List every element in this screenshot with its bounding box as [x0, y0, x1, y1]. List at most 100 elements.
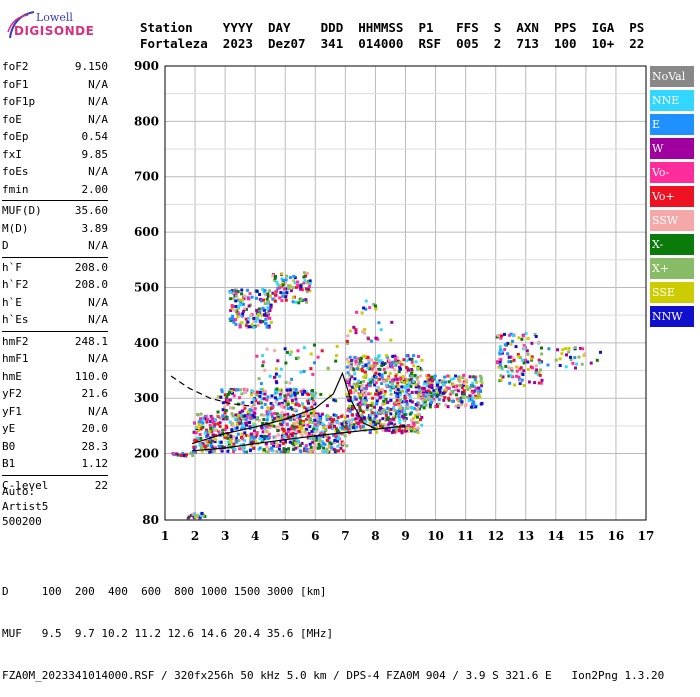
echo-point	[290, 377, 294, 381]
header-values: Fortaleza 2023 Dez07 341 014000 RSF 005 …	[140, 36, 652, 52]
echo-point	[442, 398, 446, 402]
echo-point	[291, 389, 294, 393]
echo-point	[273, 416, 277, 420]
param-value: N/A	[88, 404, 108, 418]
echo-point	[510, 366, 514, 370]
echo-point	[398, 408, 401, 412]
echo-point	[534, 335, 538, 338]
echo-point	[304, 427, 308, 431]
echo-point	[506, 341, 510, 345]
echo-point	[278, 296, 282, 300]
echo-point	[246, 320, 250, 324]
echo-point	[281, 441, 285, 445]
echo-point	[328, 417, 332, 421]
echo-point	[354, 328, 358, 332]
echo-point	[577, 355, 581, 359]
echo-point	[233, 308, 237, 312]
echo-point	[567, 350, 571, 354]
echo-point	[240, 288, 244, 292]
echo-point	[501, 375, 505, 379]
echo-point	[276, 359, 280, 363]
echo-point	[254, 319, 258, 323]
echo-point	[251, 424, 255, 428]
echo-point	[522, 344, 526, 348]
echo-point	[258, 437, 262, 441]
echo-point	[337, 449, 340, 453]
echo-point	[263, 392, 267, 396]
echo-point	[371, 396, 375, 400]
echo-point	[408, 399, 412, 403]
echo-point	[236, 289, 240, 293]
echo-point	[260, 308, 264, 312]
param-label: M(D)	[2, 221, 29, 235]
param-value: N/A	[88, 239, 108, 252]
echo-point	[281, 281, 285, 285]
echo-point	[305, 300, 309, 304]
param-row: hmF1 N/A	[2, 350, 108, 368]
echo-point	[285, 432, 289, 436]
echo-point	[237, 413, 241, 417]
echo-point	[252, 422, 256, 426]
echo-point	[406, 384, 410, 388]
echo-point	[375, 425, 379, 429]
echo-point	[235, 440, 238, 444]
param-label: hmF2	[2, 334, 29, 348]
param-label: foEs	[2, 165, 29, 178]
echo-point	[432, 377, 436, 381]
echo-point	[192, 515, 196, 519]
echo-point	[400, 431, 404, 435]
param-row: C-level 22	[2, 477, 108, 495]
param-value: N/A	[88, 95, 108, 108]
echo-point	[261, 421, 265, 425]
echo-point	[451, 399, 455, 403]
echo-point	[218, 445, 222, 449]
echo-point	[218, 416, 222, 420]
echo-point	[230, 389, 234, 393]
echo-point	[241, 437, 245, 441]
echo-point	[232, 450, 236, 454]
echo-point	[286, 407, 290, 411]
echo-point	[306, 287, 310, 291]
echo-point	[345, 357, 349, 361]
echo-point	[340, 414, 344, 418]
echo-point	[263, 389, 267, 393]
echo-point	[561, 348, 565, 352]
echo-point	[444, 403, 448, 407]
echo-point	[368, 378, 372, 382]
ionogram-chart: 1 2 3 4 5 6 7 8 9 10 11 12 13 14 15 16 17802003004005006…	[134, 59, 654, 543]
echo-point	[404, 406, 408, 410]
echo-point	[301, 404, 305, 408]
echo-point	[376, 421, 380, 425]
echo-point	[409, 384, 413, 388]
echo-point	[246, 410, 250, 414]
echo-point	[321, 422, 325, 426]
echo-point	[314, 438, 318, 442]
echo-point	[454, 404, 458, 408]
echo-point	[306, 281, 310, 285]
echo-point	[569, 358, 573, 362]
echo-point	[275, 381, 279, 385]
echo-point	[478, 389, 482, 393]
echo-point	[416, 431, 420, 434]
echo-point	[398, 418, 402, 421]
echo-point	[273, 412, 277, 415]
echo-point	[366, 366, 370, 370]
echo-point	[253, 411, 257, 415]
echo-point	[370, 367, 374, 371]
echo-point	[360, 361, 364, 365]
echo-point	[249, 314, 253, 317]
echo-point	[231, 424, 235, 428]
echo-point	[240, 413, 243, 417]
echo-point	[386, 400, 390, 404]
echo-point	[474, 375, 478, 379]
echo-point	[320, 349, 324, 353]
echo-point	[199, 427, 203, 431]
echo-point	[342, 442, 345, 446]
echo-point	[333, 424, 336, 428]
echo-point	[447, 386, 451, 390]
echo-point	[390, 320, 394, 324]
echo-point	[350, 385, 354, 389]
echo-point	[293, 439, 297, 443]
echo-point	[509, 360, 513, 364]
echo-point	[437, 398, 441, 402]
